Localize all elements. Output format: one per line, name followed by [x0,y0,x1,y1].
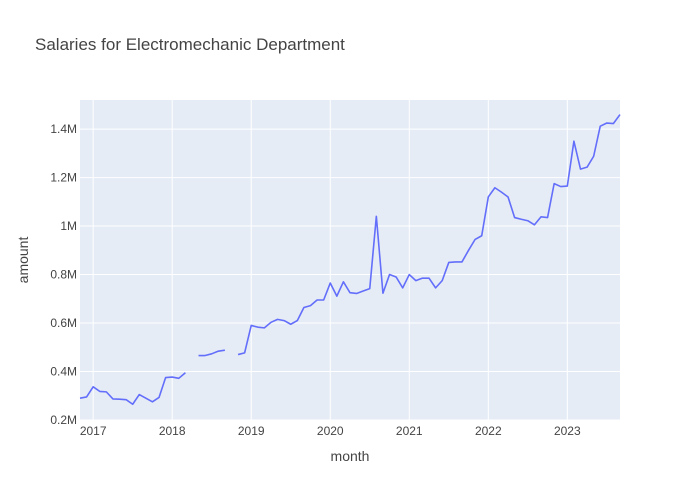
x-gridlines [92,100,568,420]
y-tick-label: 1M [60,219,77,233]
x-tick-label: 2021 [396,424,423,438]
y-axis-title: amount [15,237,31,284]
x-tick-label: 2017 [80,424,107,438]
x-tick-label: 2019 [238,424,265,438]
plot-background [80,100,620,420]
chart-title: Salaries for Electromechanic Department [35,35,345,54]
x-tick-label: 2018 [159,424,186,438]
y-tick-label: 0.4M [50,365,77,379]
series-layer [79,114,621,406]
series-line [79,114,621,406]
y-gridlines [80,128,620,421]
y-tick-label: 0.6M [50,316,77,330]
y-tick-labels: 0.2M 0.4M 0.6M 0.8M 1M 1.2M 1.4M [50,122,77,427]
x-tick-label: 2020 [317,424,344,438]
x-tick-label: 2023 [554,424,581,438]
y-tick-label: 1.4M [50,122,77,136]
y-tick-label: 0.8M [50,268,77,282]
x-tick-label: 2022 [475,424,502,438]
y-tick-label: 0.2M [50,413,77,427]
x-tick-labels: 2017 2018 2019 2020 2021 2022 2023 [80,424,581,438]
y-tick-label: 1.2M [50,171,77,185]
x-axis-title: month [331,448,370,464]
